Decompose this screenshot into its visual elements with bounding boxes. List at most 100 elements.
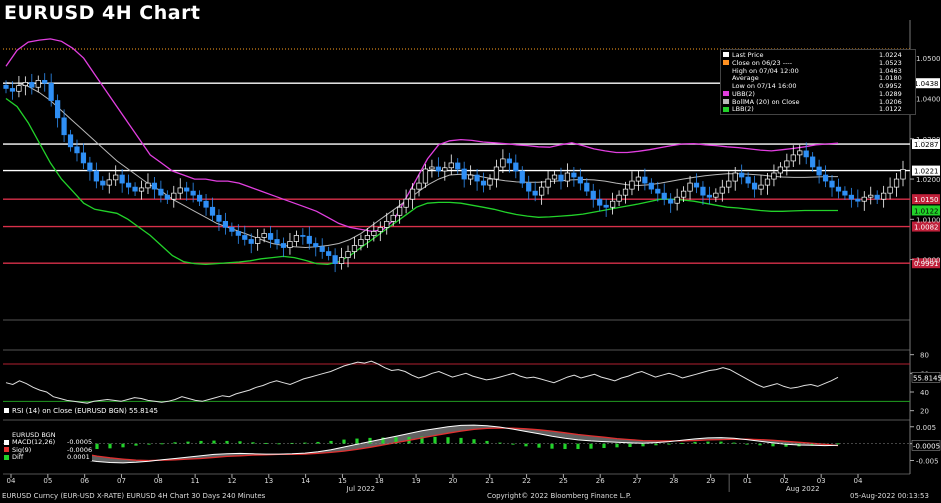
rsi-tick-label: 20 (920, 408, 929, 416)
footer-left: EURUSD Curncy (EUR-USD X-RATE) EURUSD 4H… (2, 492, 266, 500)
candle-body (629, 180, 635, 190)
macd-legend-value: -0.0005 (67, 438, 93, 447)
x-tick-label: 08 (154, 477, 163, 485)
legend-item: UBB(2) 1.0289 (723, 90, 913, 98)
candle-body (171, 192, 177, 200)
rsi-line (5, 360, 839, 404)
macd-diff-bar (225, 440, 229, 444)
x-tick-label: 15 (338, 477, 347, 485)
footer-center: Copyright© 2022 Bloomberg Finance L.P. (487, 492, 632, 500)
candle-body (267, 233, 274, 240)
macd-legend-item: Diff 0.0001 (4, 453, 92, 461)
candle-body (448, 162, 454, 169)
candle-body (93, 170, 99, 182)
candle-body (584, 182, 590, 192)
legend-value: 1.0289 (879, 89, 902, 98)
x-tick-label: 29 (706, 477, 715, 485)
legend-item: BollMA (20) on Close 1.0206 (723, 98, 913, 106)
legend-item: Close on 06/23 ---- 1.0523 (723, 59, 913, 67)
candle-body (635, 176, 642, 182)
candle-body (713, 192, 719, 198)
candle-body (358, 239, 364, 246)
legend-label: Close on 06/23 ---- (732, 58, 793, 67)
candle-body (416, 182, 422, 190)
legend-label: Low on 07/14 16:00 (732, 82, 797, 91)
candle-body (113, 174, 119, 181)
candle-body (790, 154, 796, 162)
level-tag (912, 221, 940, 232)
candle-body (564, 172, 571, 182)
candle-body (384, 220, 390, 228)
candle-body (797, 150, 803, 156)
level-tag (912, 194, 940, 205)
macd-legend-swatch (4, 454, 9, 460)
candle-body (493, 166, 500, 180)
x-tick-label: 28 (669, 477, 678, 485)
x-tick-label: 07 (117, 477, 126, 485)
candle-body (784, 160, 790, 168)
candle-body (816, 166, 822, 176)
rsi-last-tag (911, 372, 941, 383)
candle-body (506, 158, 512, 164)
macd-diff-bar (147, 443, 151, 445)
macd-diff-bar (121, 443, 125, 448)
macd-diff-bar (95, 443, 99, 450)
candle-body (487, 178, 493, 186)
macd-diff-bar (368, 437, 372, 444)
price-tick-label: 1.0000 (916, 257, 941, 265)
candle-body (861, 196, 867, 202)
rsi-label-text: RSI (14) on Close (EURUSD BGN) 55.8145 (12, 407, 158, 415)
rsi-tick-label: 80 (920, 352, 929, 360)
candle-body (842, 190, 848, 196)
candle-body (661, 192, 667, 200)
candle-body (145, 182, 151, 189)
macd-diff-bar (238, 441, 242, 444)
candle-body (468, 174, 474, 180)
macd-diff-bar (719, 441, 723, 444)
macd-diff-bar (355, 438, 359, 444)
legend-item: Low on 07/14 16:00 0.9952 (723, 82, 913, 90)
candle-body (642, 176, 648, 184)
x-tick-label: 04 (854, 477, 863, 485)
candle-body (719, 186, 725, 194)
candle-body (164, 194, 170, 200)
macd-diff-bar (433, 436, 437, 444)
candle-body (829, 180, 835, 188)
candle-body (216, 214, 222, 222)
candle-body (106, 179, 112, 186)
macd-diff-bar (511, 443, 515, 445)
candle-body (558, 174, 564, 182)
candle-body (855, 198, 861, 202)
macd-diff-bar (186, 441, 190, 444)
candle-body (397, 206, 403, 216)
legend-value: 1.0180 (879, 74, 902, 83)
legend-swatch (723, 91, 729, 97)
candle-body (648, 182, 654, 190)
candle-body (67, 134, 74, 148)
macd-diff-bar (667, 443, 671, 445)
macd-diff-bar (303, 442, 307, 444)
candle-body (9, 88, 16, 92)
candle-body (674, 196, 680, 204)
candle-body (751, 182, 758, 190)
candle-body (48, 82, 54, 101)
level-tag (912, 258, 940, 269)
legend-label: Last Price (732, 50, 764, 59)
legend-value: 0.9952 (879, 82, 902, 91)
candle-body (132, 186, 138, 192)
candle-body (280, 243, 287, 248)
candle-body (655, 188, 661, 194)
macd-diff-bar (446, 437, 450, 444)
candle-body (732, 172, 738, 182)
macd-diff-bar (771, 443, 775, 447)
candle-body (229, 227, 235, 232)
macd-diff-bar (394, 437, 398, 444)
macd-diff-bar (212, 440, 216, 444)
legend-swatch (723, 106, 729, 112)
x-tick-label: 20 (448, 477, 457, 485)
legend-label: Average (732, 74, 759, 83)
legend-value: 1.0523 (879, 58, 902, 67)
macd-legend-label: Sig(9) (12, 445, 32, 454)
candle-body (545, 178, 551, 188)
